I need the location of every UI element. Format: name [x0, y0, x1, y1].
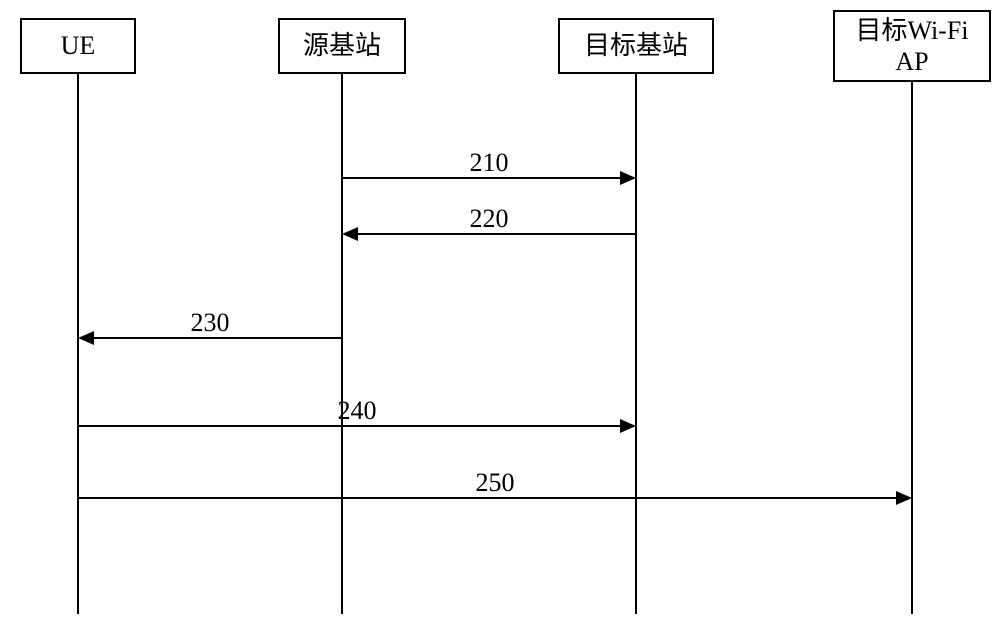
lifeline-source-bs [341, 74, 343, 614]
msg-220-label: 220 [470, 204, 509, 234]
msg-250-label: 250 [476, 468, 515, 498]
actor-target-bs: 目标基站 [558, 18, 714, 74]
lifeline-ue [77, 74, 79, 614]
msg-240-label: 240 [338, 396, 377, 426]
message-arrows [0, 0, 1000, 628]
actor-target-wifi-ap: 目标Wi-Fi AP [833, 10, 991, 82]
lifeline-target-bs [635, 74, 637, 614]
actor-target-bs-label: 目标基站 [584, 30, 688, 61]
msg-210-label: 210 [470, 148, 509, 178]
actor-ue-label: UE [61, 30, 96, 61]
msg-230-label: 230 [191, 308, 230, 338]
lifeline-target-wifi-ap [911, 82, 913, 614]
actor-source-bs: 源基站 [278, 18, 406, 74]
actor-source-bs-label: 源基站 [303, 30, 381, 61]
actor-target-wifi-ap-label: 目标Wi-Fi AP [855, 15, 968, 77]
sequence-diagram: UE 源基站 目标基站 目标Wi-Fi AP 210 220 230 240 2… [0, 0, 1000, 628]
actor-ue: UE [20, 18, 136, 74]
